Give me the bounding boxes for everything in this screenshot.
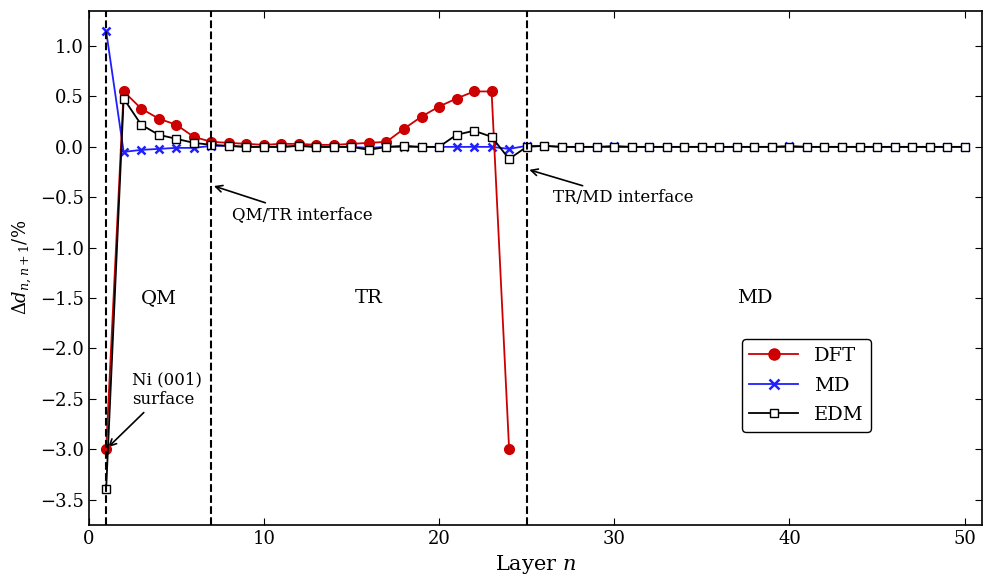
Legend: DFT, MD, EDM: DFT, MD, EDM (742, 339, 871, 432)
Y-axis label: $\Delta d_{n,n+1}$/%: $\Delta d_{n,n+1}$/% (11, 220, 34, 315)
Text: QM: QM (141, 289, 177, 307)
Text: Ni (001)
surface: Ni (001) surface (109, 371, 203, 446)
X-axis label: Layer $n$: Layer $n$ (495, 553, 576, 576)
Text: MD: MD (737, 289, 773, 307)
Text: TR/MD interface: TR/MD interface (531, 169, 693, 206)
Text: QM/TR interface: QM/TR interface (215, 185, 373, 224)
Text: TR: TR (355, 289, 383, 307)
